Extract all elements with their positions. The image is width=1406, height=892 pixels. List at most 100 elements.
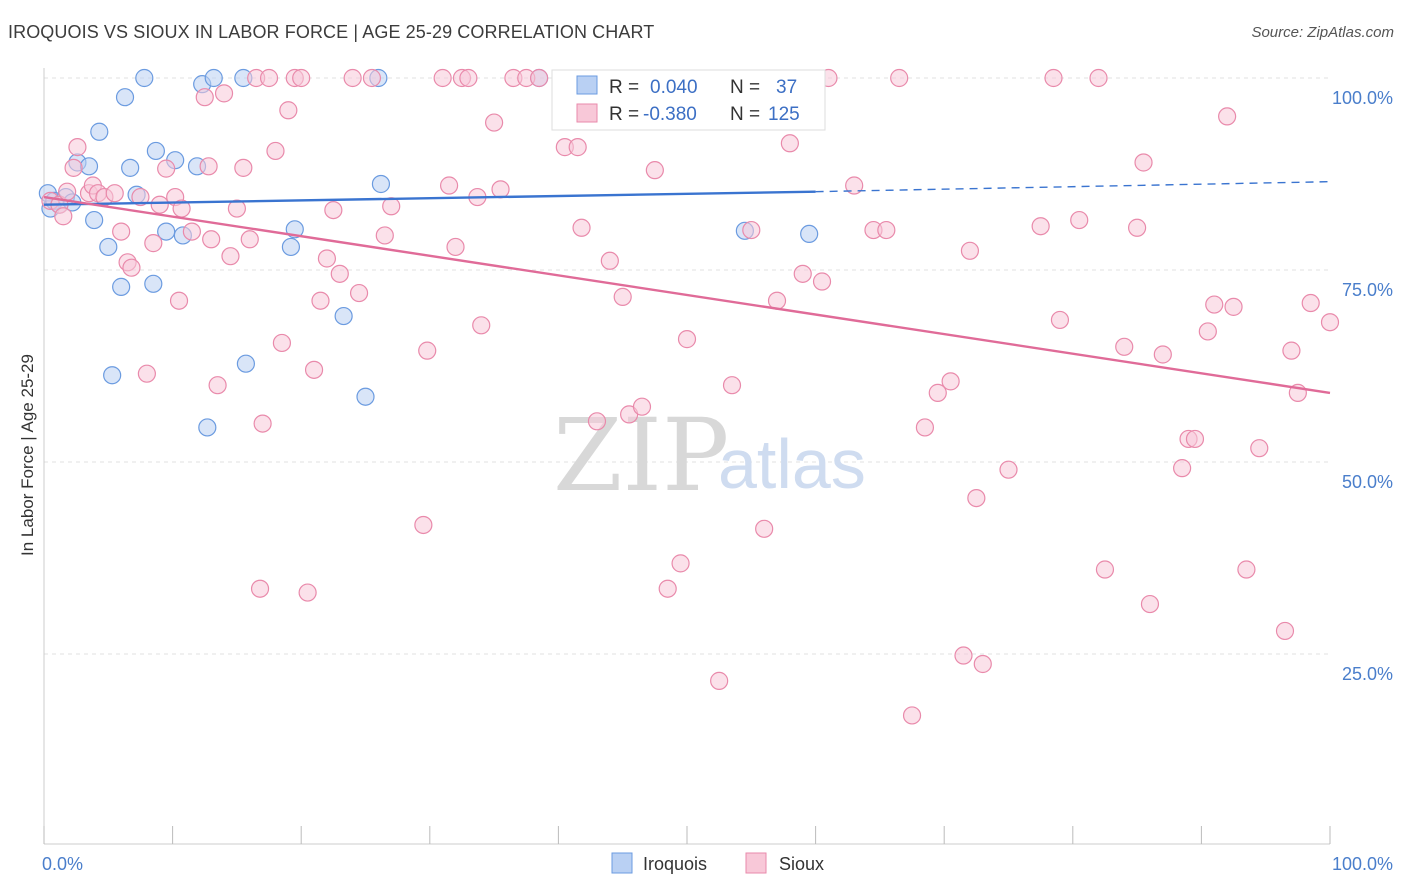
sioux-point-96	[967, 488, 986, 508]
sioux-point-27	[221, 247, 240, 266]
sioux-point-115	[1218, 107, 1237, 126]
bottom-legend-label-sioux: Sioux	[779, 854, 824, 874]
sioux-point-26	[214, 84, 234, 103]
bottom-legend: Iroquois Sioux	[611, 852, 824, 874]
legend-n-label-2: N =	[730, 104, 760, 125]
top-legend: R = 0.040 N = 37 R = -0.380 N = 125	[551, 69, 826, 131]
watermark-zip: ZIP	[553, 397, 729, 514]
iroquois-point-11	[112, 277, 131, 296]
iroquois-point-25	[198, 418, 217, 437]
sioux-point-17	[157, 159, 176, 178]
bottom-legend-swatch-iroquois	[611, 852, 633, 874]
sioux-point-36	[272, 333, 292, 353]
sioux-point-23	[199, 157, 218, 176]
sioux-point-28	[227, 199, 246, 218]
sioux-point-80	[755, 519, 774, 538]
iroquois-point-31	[356, 387, 375, 406]
sioux-point-37	[279, 101, 298, 120]
iroquois-point-28	[281, 237, 301, 257]
y-axis-label: In Labor Force | Age 25-29	[18, 354, 37, 556]
sioux-point-68	[587, 412, 607, 431]
legend-swatch-iroquois	[576, 75, 598, 95]
sioux-point-34	[259, 68, 279, 88]
sioux-point-83	[793, 264, 812, 283]
y-tick-label-2: 75.0%	[1342, 280, 1393, 300]
sioux-point-99	[1031, 217, 1050, 236]
y-tick-label-3: 100.0%	[1332, 88, 1393, 108]
sioux-point-49	[375, 226, 394, 245]
sioux-point-21	[182, 222, 201, 241]
sioux-point-113	[1198, 322, 1217, 341]
sioux-point-106	[1134, 153, 1153, 172]
sioux-point-3	[64, 158, 83, 177]
watermark-atlas: atlas	[718, 425, 866, 503]
y-tick-label-1: 50.0%	[1342, 472, 1393, 492]
sioux-point-94	[954, 646, 973, 665]
sioux-point-112	[1185, 429, 1205, 449]
sioux-point-61	[491, 180, 510, 199]
sioux-point-120	[1282, 341, 1301, 360]
sioux-point-32	[250, 579, 270, 598]
sioux-point-67	[572, 218, 591, 237]
sioux-point-107	[1127, 218, 1147, 237]
legend-n-label-1: N =	[730, 77, 760, 98]
iroquois-point-36	[800, 224, 819, 244]
sioux-point-74	[658, 579, 677, 598]
sioux-point-93	[941, 372, 960, 391]
sioux-point-64	[530, 68, 549, 88]
sioux-point-9	[105, 184, 124, 203]
watermark: ZIP atlas	[553, 397, 866, 514]
sioux-point-84	[812, 272, 832, 291]
tick-labels: 25.0% 50.0% 75.0% 100.0% 0.0% 100.0%	[42, 88, 1393, 874]
iroquois-point-23	[204, 68, 223, 88]
sioux-point-90	[902, 706, 922, 725]
trend-lines	[43, 180, 1331, 395]
sioux-point-50	[382, 197, 401, 216]
legend-n-value-2: 125	[768, 104, 800, 125]
sioux-point-73	[645, 161, 664, 180]
sioux-point-116	[1224, 297, 1243, 316]
iroquois-trend-line	[43, 190, 816, 206]
sioux-point-2	[58, 182, 77, 201]
sioux-point-117	[1237, 560, 1256, 579]
sioux-point-39	[292, 68, 311, 88]
sioux-point-53	[433, 68, 452, 88]
sioux-point-88	[877, 220, 896, 240]
sioux-point-122	[1301, 293, 1320, 313]
sioux-point-98	[999, 460, 1018, 479]
sioux-point-55	[446, 237, 465, 257]
sioux-point-14	[137, 364, 156, 383]
iroquois-trend-extension	[815, 180, 1331, 193]
x-tick-label-0: 0.0%	[42, 854, 83, 874]
sioux-point-16	[150, 195, 169, 214]
sioux-point-92	[928, 383, 947, 402]
chart-title: IROQUOIS VS SIOUX IN LABOR FORCE | AGE 2…	[8, 22, 655, 42]
sioux-point-15	[144, 234, 163, 253]
iroquois-point-24	[103, 366, 122, 385]
sioux-point-35	[266, 141, 285, 161]
legend-r-value-2: -0.380	[643, 104, 697, 125]
sioux-point-44	[324, 200, 343, 220]
sioux-point-51	[414, 515, 433, 535]
sioux-point-72	[632, 397, 652, 416]
sioux-point-19	[169, 291, 189, 310]
sioux-point-108	[1140, 594, 1160, 614]
sioux-point-102	[1070, 210, 1089, 230]
sioux-point-22	[195, 88, 214, 107]
sioux-point-66	[568, 138, 587, 157]
iroquois-point-9	[90, 122, 109, 141]
sioux-point-12	[122, 258, 141, 277]
iroquois-point-17	[146, 141, 165, 161]
iroquois-point-13	[121, 158, 140, 177]
sioux-point-43	[317, 249, 337, 268]
sioux-point-45	[330, 264, 349, 283]
sioux-point-110	[1173, 459, 1192, 478]
sioux-point-69	[600, 251, 619, 270]
chart-source: Source: ZipAtlas.com	[1251, 24, 1394, 41]
sioux-point-105	[1115, 337, 1134, 356]
sioux-point-75	[671, 554, 690, 573]
sioux-point-100	[1044, 68, 1063, 88]
sioux-point-52	[418, 341, 437, 360]
sioux-point-4	[68, 138, 87, 157]
